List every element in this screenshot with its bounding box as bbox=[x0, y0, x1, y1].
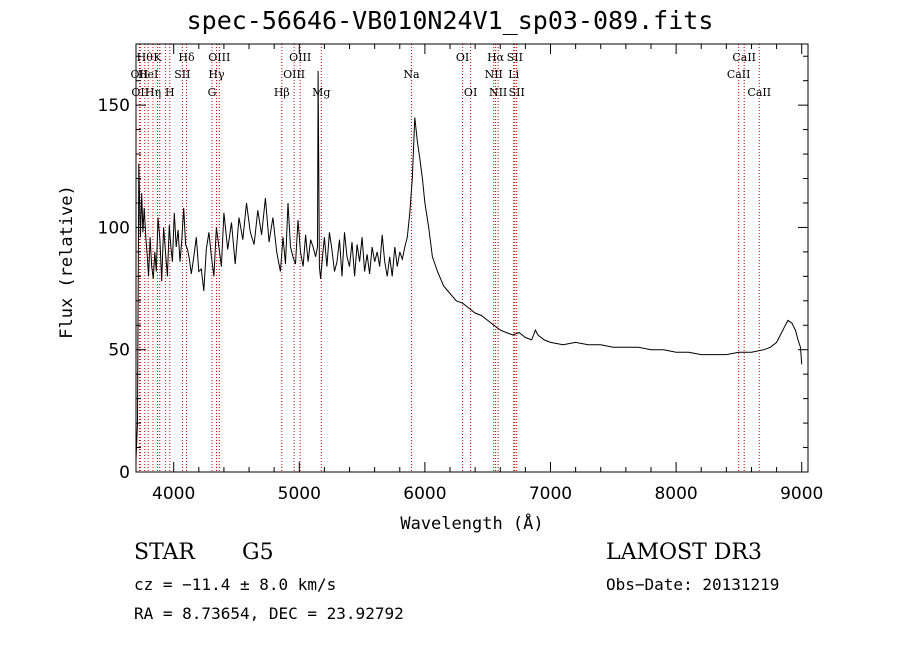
marker-label-14: Hβ bbox=[274, 86, 290, 99]
chart-title: spec-56646-VB010N24V1_sp03-089.fits bbox=[186, 6, 714, 35]
marker-label-8: H bbox=[165, 86, 175, 99]
x-tick-label-2: 6000 bbox=[403, 484, 446, 504]
marker-label-13: OIII bbox=[208, 51, 230, 64]
x-tick-label-0: 4000 bbox=[152, 484, 195, 504]
spectrum-series bbox=[135, 70, 803, 460]
survey-name: LAMOST DR3 bbox=[606, 540, 762, 565]
marker-label-16: OIII bbox=[289, 51, 311, 64]
spectrum-line-0 bbox=[135, 70, 803, 460]
marker-label-2: Hθ bbox=[137, 51, 154, 64]
y-axis-ticks: 0 50 100 150 bbox=[98, 55, 808, 483]
redshift-cz: cz = −11.4 ± 8.0 km/s bbox=[134, 575, 337, 594]
marker-label-10: Hδ bbox=[178, 51, 195, 64]
y-axis-label: Flux (relative) bbox=[57, 185, 77, 339]
marker-label-21: NII bbox=[485, 68, 503, 81]
marker-label-11: G bbox=[208, 86, 217, 99]
line-markers bbox=[138, 44, 760, 472]
marker-label-5: K bbox=[153, 51, 162, 64]
marker-label-4: Hη bbox=[145, 86, 161, 99]
marker-label-26: SII bbox=[509, 86, 525, 99]
marker-label-22: Hα bbox=[487, 51, 505, 64]
marker-label-19: OI bbox=[456, 51, 469, 64]
marker-label-3: HeI bbox=[138, 68, 158, 81]
y-tick-label-1: 50 bbox=[108, 341, 130, 361]
ra-dec-coordinates: RA = 8.73654, DEC = 23.92792 bbox=[134, 604, 404, 623]
plot-frame bbox=[135, 43, 809, 473]
marker-label-15: OIII bbox=[283, 68, 305, 81]
y-tick-label-0: 0 bbox=[119, 463, 130, 483]
marker-label-23: NII bbox=[489, 86, 507, 99]
x-axis-label: Wavelength (Å) bbox=[400, 512, 543, 534]
x-tick-label-5: 9000 bbox=[780, 484, 823, 504]
y-tick-label-2: 100 bbox=[98, 218, 130, 238]
marker-label-27: CaII bbox=[727, 68, 751, 81]
x-tick-label-4: 8000 bbox=[654, 484, 697, 504]
x-tick-label-1: 5000 bbox=[278, 484, 321, 504]
marker-label-12: Hγ bbox=[208, 68, 225, 81]
object-class: STAR bbox=[134, 540, 195, 565]
marker-label-29: CaII bbox=[747, 86, 771, 99]
y-tick-label-3: 150 bbox=[98, 96, 130, 116]
object-subclass: G5 bbox=[242, 540, 274, 565]
marker-label-25: SII bbox=[507, 51, 523, 64]
marker-label-0: OII bbox=[131, 68, 149, 81]
x-axis-ticks: 4000 5000 6000 7000 8000 9000 bbox=[152, 44, 823, 504]
marker-label-9: SII bbox=[174, 68, 190, 81]
marker-label-20: OI bbox=[464, 86, 477, 99]
x-tick-label-3: 7000 bbox=[529, 484, 572, 504]
marker-label-28: CaII bbox=[732, 51, 756, 64]
marker-label-24: Li bbox=[508, 68, 519, 81]
marker-label-18: Na bbox=[403, 68, 420, 81]
line-marker-labels: OIIOIIHθHeIHηKHSIIHδGHγOIIIHβOIIIOIIIMgN… bbox=[131, 51, 772, 99]
marker-label-17: Mg bbox=[312, 86, 330, 99]
observation-date: Obs−Date: 20131219 bbox=[606, 575, 780, 594]
